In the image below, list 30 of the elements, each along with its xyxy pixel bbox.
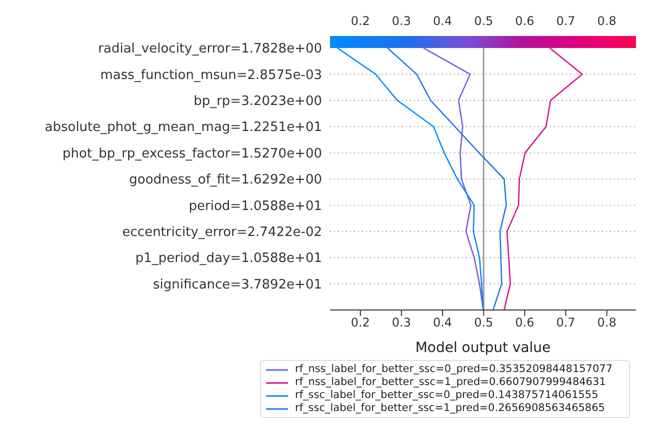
x-tick-label: 0.3	[392, 316, 412, 330]
y-tick-label: radial_velocity_error=1.7828e+00	[98, 42, 322, 57]
legend-label: rf_nss_label_for_better_ssc=0_pred=0.35352098448157077	[295, 363, 613, 376]
y-tick-label: period=1.0588e+01	[188, 198, 322, 214]
x-tick-label: 0.6	[515, 316, 534, 330]
x-tick-label: 0.4	[432, 316, 452, 330]
x-tick-label: 0.5	[474, 316, 494, 330]
x-axis-title: Model output value	[415, 340, 551, 356]
color-scale: 0.2 0.3 0.4 0.5 0.6 0.7 0.8	[330, 8, 636, 48]
y-tick-label: mass_function_msun=2.8575e-03	[100, 68, 322, 83]
x-tick-label: 0.7	[556, 316, 576, 330]
x-tick-label: 0.2	[350, 316, 370, 330]
legend-label: rf_nss_label_for_better_ssc=1_pred=0.6607907999484631	[295, 376, 606, 389]
y-tick-label: absolute_phot_g_mean_mag=1.2251e+01	[44, 120, 322, 136]
legend-label: rf_ssc_label_for_better_ssc=0_pred=0.143875714061555	[295, 389, 598, 402]
color-bar-label: 0.3	[392, 14, 411, 28]
y-tick-label: bp_rp=3.2023e+00	[194, 94, 322, 110]
y-tick-label: significance=3.7892e+01	[153, 277, 322, 292]
y-tick-label: p1_period_day=1.0588e+01	[135, 251, 322, 266]
color-bar-label: 0.8	[597, 14, 616, 28]
color-bar-label: 0.4	[432, 14, 452, 28]
color-bar-label: 0.5	[474, 14, 494, 28]
legend-label: rf_ssc_label_for_better_ssc=1_pred=0.2656908563465865	[295, 402, 605, 415]
color-bar-label: 0.7	[556, 14, 576, 28]
y-tick-label: goodness_of_fit=1.6292e+00	[129, 172, 322, 188]
y-tick-label: eccentricity_error=2.7422e-02	[122, 225, 322, 240]
x-tick-label: 0.8	[597, 316, 616, 330]
color-bar-label: 0.2	[350, 14, 370, 28]
y-tick-label: phot_bp_rp_excess_factor=1.5270e+00	[62, 146, 322, 162]
color-bar-label: 0.6	[515, 14, 534, 28]
